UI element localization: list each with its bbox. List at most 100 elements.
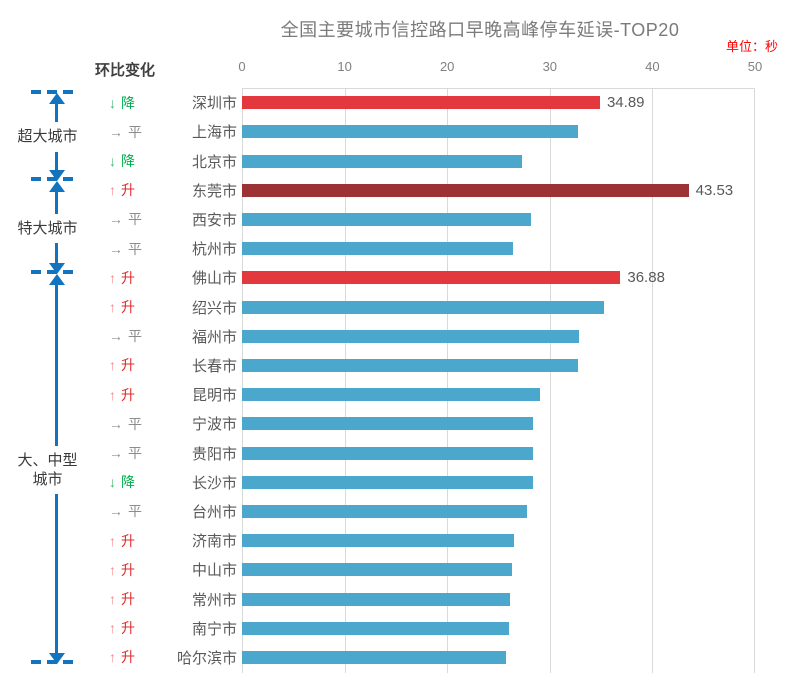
row-changzhou: ↑ 升 常州市 — [95, 584, 795, 613]
change-label: 平 — [128, 503, 142, 520]
delay-bar — [242, 358, 578, 372]
unit-label: 单位：秒 — [725, 39, 778, 54]
delay-bar — [242, 650, 506, 664]
change-indicator: ↑ 升 — [95, 180, 165, 200]
change-label: 升 — [121, 386, 135, 403]
trend-flat-icon: → — [109, 503, 123, 520]
bracket-arrow-down-icon — [49, 494, 65, 664]
trend-up-icon: ↑ — [109, 386, 116, 403]
change-indicator: → 平 — [95, 239, 165, 259]
row-shenzhen: ↓ 降 深圳市 34.89 — [95, 88, 795, 117]
change-indicator: ↓ 降 — [95, 151, 165, 171]
trend-flat-icon: → — [109, 415, 123, 432]
bracket-arrow-down-icon — [49, 152, 65, 181]
row-kunming: ↑ 升 昆明市 — [95, 380, 795, 409]
change-indicator: ↑ 升 — [95, 355, 165, 375]
row-changchun: ↑ 升 长春市 — [95, 351, 795, 380]
delay-bar — [242, 271, 621, 285]
change-label: 升 — [121, 591, 135, 608]
row-changsha: ↓ 降 长沙市 — [95, 468, 795, 497]
row-shaoxing: ↑ 升 绍兴市 — [95, 292, 795, 321]
change-label: 平 — [128, 415, 142, 432]
change-indicator: ↓ 降 — [95, 93, 165, 113]
trend-up-icon: ↑ — [109, 182, 116, 199]
trend-up-icon: ↑ — [109, 620, 116, 637]
delay-bar — [242, 621, 509, 635]
change-label: 升 — [121, 182, 135, 199]
change-label: 升 — [121, 649, 135, 666]
group-boundary-dash — [31, 90, 79, 94]
change-indicator: ↑ 升 — [95, 560, 165, 580]
trend-flat-icon: → — [109, 328, 123, 345]
row-jinan: ↑ 升 济南市 — [95, 526, 795, 555]
city-label: 常州市 — [191, 591, 237, 609]
delay-bar — [242, 592, 510, 606]
trend-up-icon: ↑ — [109, 269, 116, 286]
change-indicator: ↑ 升 — [95, 589, 165, 609]
city-label: 济南市 — [191, 533, 237, 551]
change-indicator: ↑ 升 — [95, 618, 165, 638]
gridline — [549, 89, 551, 673]
change-indicator: ↓ 降 — [95, 472, 165, 492]
delay-bar — [242, 388, 540, 402]
change-label: 降 — [121, 474, 135, 491]
change-label: 升 — [121, 532, 135, 549]
delay-bar — [242, 96, 600, 110]
plot-area — [242, 88, 755, 673]
change-label: 升 — [121, 620, 135, 637]
change-label: 平 — [128, 123, 142, 140]
trend-up-icon: ↑ — [109, 561, 116, 578]
delay-bar — [242, 563, 512, 577]
city-label: 昆明市 — [191, 387, 237, 405]
city-label: 北京市 — [191, 153, 237, 171]
gridline — [754, 89, 755, 673]
delay-bar — [242, 417, 534, 431]
change-column-header: 环比变化 — [95, 62, 156, 79]
bracket-arrow-up-icon — [49, 274, 65, 446]
x-tick-40: 40 — [645, 59, 660, 74]
change-label: 升 — [121, 299, 135, 316]
row-taizhou: → 平 台州市 — [95, 497, 795, 526]
change-indicator: ↑ 升 — [95, 297, 165, 317]
change-indicator: ↑ 升 — [95, 268, 165, 288]
x-tick-20: 20 — [439, 59, 455, 74]
city-label: 宁波市 — [191, 416, 237, 434]
bar-value-label: 34.89 — [606, 94, 645, 112]
trend-flat-icon: → — [109, 211, 123, 228]
city-group-brackets: 超大城市 特大城市 大、中型 城市 — [0, 0, 95, 685]
delay-bar — [242, 300, 605, 314]
row-haerbin: ↑ 升 哈尔滨市 — [95, 643, 795, 672]
delay-bar — [242, 154, 523, 168]
city-label: 佛山市 — [191, 270, 237, 288]
city-label: 贵阳市 — [191, 445, 237, 463]
city-label: 长沙市 — [191, 474, 237, 492]
x-tick-30: 30 — [542, 59, 558, 74]
trend-up-icon: ↑ — [109, 591, 116, 608]
bar-value-label: 43.53 — [695, 181, 734, 199]
trend-up-icon: ↑ — [109, 532, 116, 549]
change-indicator: → 平 — [95, 501, 165, 521]
trend-flat-icon: → — [109, 240, 123, 257]
x-tick-50: 50 — [747, 59, 763, 74]
group-label-superlarge: 特大城市 — [17, 220, 78, 237]
row-dongguan: ↑ 升 东莞市 43.53 — [95, 176, 795, 205]
change-label: 平 — [128, 211, 142, 228]
row-nanning: ↑ 升 南宁市 — [95, 614, 795, 643]
bracket-arrow-up-icon — [49, 93, 65, 122]
city-label: 南宁市 — [191, 620, 237, 638]
change-label: 平 — [128, 445, 142, 462]
row-zhongshan: ↑ 升 中山市 — [95, 555, 795, 584]
delay-bar — [242, 534, 514, 548]
x-tick-10: 10 — [337, 59, 352, 74]
change-indicator: → 平 — [95, 326, 165, 346]
bracket-arrow-up-icon — [49, 181, 65, 214]
chart-title: 全国主要城市信控路口早晚高峰停车延误-TOP20 — [280, 20, 680, 40]
change-label: 升 — [121, 561, 135, 578]
bar-value-label: 36.88 — [627, 269, 665, 287]
city-label: 台州市 — [191, 503, 237, 521]
gridline — [242, 89, 243, 673]
change-label: 升 — [121, 269, 135, 286]
change-label: 平 — [128, 240, 142, 257]
city-label: 中山市 — [191, 562, 237, 580]
